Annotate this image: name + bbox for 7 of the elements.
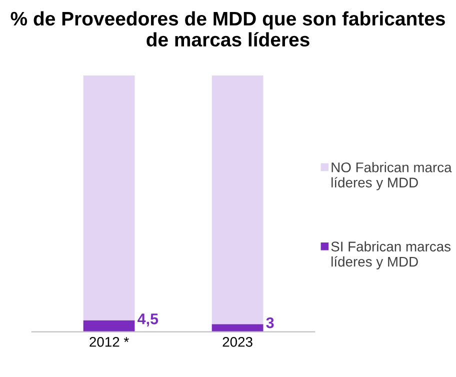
- x-tick-label: 2012 *: [90, 336, 129, 347]
- legend-label: NO Fabrican marca líderes y MDD: [332, 162, 452, 190]
- data-label: 4,5: [138, 314, 158, 327]
- legend-label: SI Fabrican marcas líderes y MDD: [331, 241, 451, 270]
- x-tick-label: 2023: [222, 336, 252, 347]
- data-label: 3: [266, 317, 274, 328]
- chart-title: % de Proveedores de MDD que son fabricantes de marcas líderes: [10, 11, 445, 47]
